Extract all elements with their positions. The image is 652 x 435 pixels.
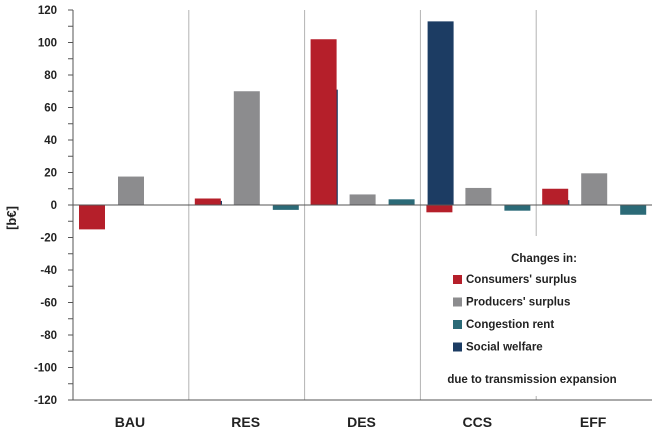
bars (79, 21, 647, 230)
x-tick-label: EFF (580, 414, 607, 430)
legend-items: Consumers' surplus Producers' surplus Cong… (453, 274, 577, 354)
bar (79, 205, 105, 230)
bar (581, 173, 608, 205)
x-tick-labels: BAU RES DES CCS EFF (115, 414, 607, 430)
legend-swatch (453, 342, 462, 352)
bar (233, 91, 260, 205)
bar (542, 188, 569, 205)
y-tick-label: 120 (38, 5, 57, 17)
y-tick-label: 40 (44, 135, 57, 147)
y-tick-label: 60 (44, 103, 57, 115)
bar (272, 205, 299, 210)
bar (427, 21, 454, 205)
y-tick-label: 20 (44, 168, 57, 180)
y-tick-label: 0 (51, 200, 57, 212)
legend-swatch (453, 275, 462, 284)
bar (194, 198, 221, 205)
bar (388, 199, 415, 205)
y-tick-label: -20 (40, 233, 57, 245)
legend-swatch (453, 320, 462, 329)
bar (465, 187, 492, 205)
bar (310, 39, 337, 205)
y-tick-label: -40 (40, 265, 57, 277)
legend-label: Consumers' surplus (466, 274, 577, 286)
y-tick-label: -60 (40, 298, 57, 310)
y-axis-label: [b€] (4, 206, 19, 230)
legend-label: Producers' surplus (466, 297, 570, 309)
x-tick-label: RES (231, 414, 260, 430)
bar (118, 176, 144, 205)
x-tick-label: DES (347, 414, 376, 430)
legend: Changes in: Consumers' surplus Producers'… (432, 236, 646, 396)
x-tick-label: CCS (463, 414, 493, 430)
legend-footer: due to transmission expansion (447, 374, 616, 386)
legend-title: Changes in: (511, 253, 577, 265)
legend-swatch (453, 297, 462, 307)
y-tick-label: 100 (38, 38, 57, 50)
x-tick-label: BAU (115, 414, 145, 430)
y-tick-label: -120 (34, 395, 57, 407)
y-tick-label: -80 (40, 330, 57, 342)
legend-background (432, 236, 646, 396)
bar (504, 205, 531, 211)
legend-label: Congestion rent (466, 319, 554, 331)
legend-label: Social welfare (466, 342, 543, 354)
bar (426, 205, 453, 213)
bar (620, 205, 647, 215)
axes (68, 9, 652, 401)
bar (349, 194, 376, 205)
y-tick-label: -100 (34, 363, 57, 375)
y-tick-label: 80 (44, 70, 57, 82)
y-tick-labels: 120 100 80 60 40 20 0 -20 -40 -60 -80 -100 -120 (34, 5, 57, 407)
